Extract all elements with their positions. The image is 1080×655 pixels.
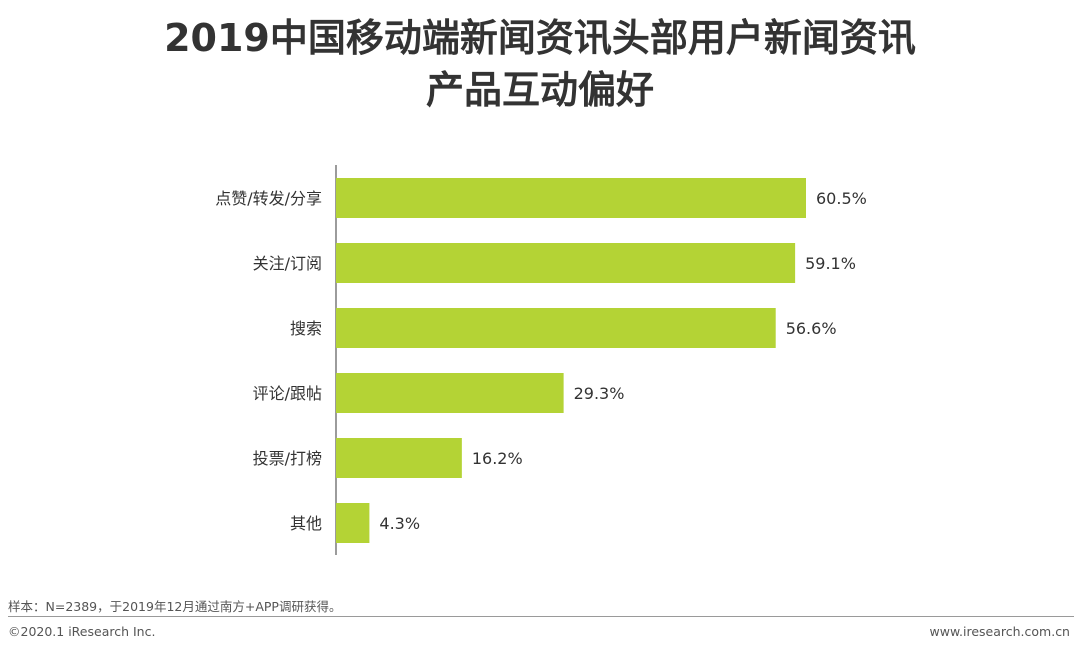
bar-0 — [336, 178, 806, 218]
category-label-3: 评论/跟帖 — [253, 384, 322, 403]
value-label-0: 60.5% — [816, 189, 867, 208]
category-label-4: 投票/打榜 — [253, 449, 322, 468]
value-label-2: 56.6% — [786, 319, 837, 338]
value-label-1: 59.1% — [805, 254, 856, 273]
category-label-2: 搜索 — [290, 319, 322, 338]
bar-chart: 点赞/转发/分享 60.5% 关注/订阅 59.1% 搜索 56.6% 评论/跟帖 29.3%… — [215, 165, 867, 555]
website-link[interactable]: www.iresearch.com.cn — [929, 624, 1071, 639]
chart-title-line-2: 产品互动偏好 — [425, 68, 654, 112]
copyright-text: ©2020.1 iResearch Inc. — [8, 624, 156, 639]
bar-5 — [336, 503, 370, 543]
bar-1 — [336, 243, 796, 283]
value-label-5: 4.3% — [379, 514, 420, 533]
sample-note: 样本：N=2389，于2019年12月通过南方+APP调研获得。 — [8, 599, 342, 614]
footer-divider — [8, 616, 1074, 617]
bar-2 — [336, 308, 776, 348]
value-label-4: 16.2% — [472, 449, 523, 468]
category-label-1: 关注/订阅 — [253, 254, 322, 273]
chart-title: 2019中国移动端新闻资讯头部用户新闻资讯 产品互动偏好 — [0, 12, 1080, 116]
category-label-5: 其他 — [290, 514, 322, 533]
bar-4 — [336, 438, 462, 478]
category-label-0: 点赞/转发/分享 — [215, 189, 322, 208]
bar-3 — [336, 373, 564, 413]
chart-title-line-1: 2019中国移动端新闻资讯头部用户新闻资讯 — [164, 16, 916, 60]
value-label-3: 29.3% — [574, 384, 625, 403]
